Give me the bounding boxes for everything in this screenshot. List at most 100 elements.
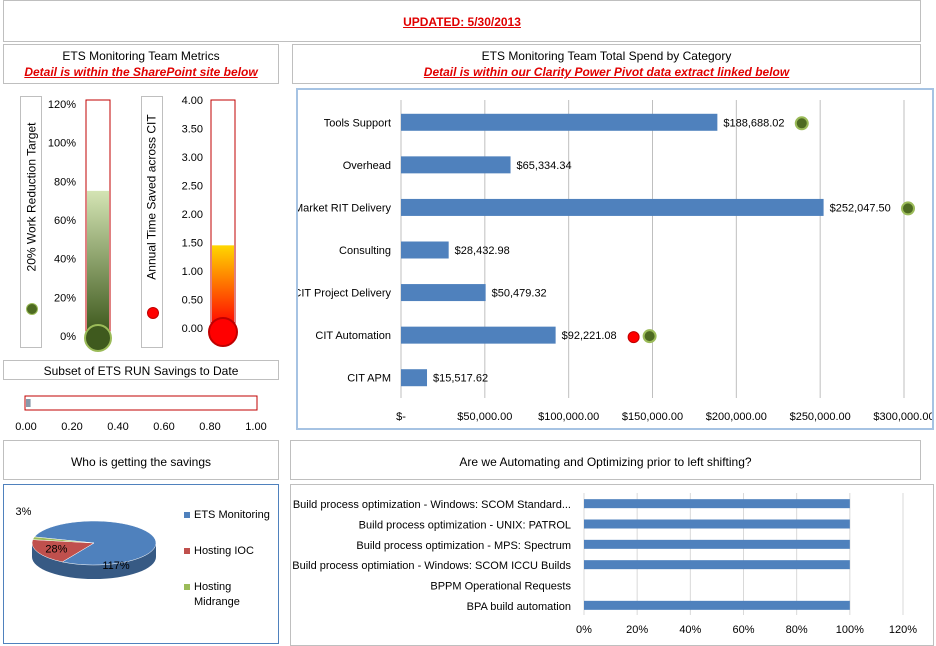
spend-x-ticks: $- $50,000.00 $100,000.00 $150,000.00 $200,0… bbox=[396, 411, 932, 423]
automation-x-tick-label: 120% bbox=[889, 624, 917, 636]
work-reduction-tick-label: 120% bbox=[48, 99, 76, 111]
spend-by-category-chart: $188,688.02 $65,334.34 $252,047.50 $28,432.… bbox=[298, 90, 932, 428]
spend-green-dot bbox=[902, 202, 914, 214]
run-savings-tick-label: 0.60 bbox=[153, 421, 174, 433]
automation-category-label: BPPM Operational Requests bbox=[430, 581, 571, 593]
automation-category-label: Build process optimization - UNIX: PATRO… bbox=[359, 520, 571, 532]
pie-slice-label: 3% bbox=[16, 506, 32, 518]
spend-panel-subtitle[interactable]: Detail is within our Clarity Power Pivot… bbox=[293, 65, 920, 79]
pie-legend-swatch bbox=[184, 584, 190, 590]
automation-bars bbox=[584, 499, 850, 610]
spend-value-label: $65,334.34 bbox=[517, 160, 572, 172]
spend-category-label: CIT APM bbox=[347, 373, 391, 385]
auto-panel-header: Are we Automating and Optimizing prior t… bbox=[290, 440, 921, 480]
spend-x-tick-label: $- bbox=[396, 411, 406, 423]
pie-legend-swatch bbox=[184, 548, 190, 554]
spend-category-label: CIT Automation bbox=[315, 330, 391, 342]
run-savings-tick-label: 0.00 bbox=[15, 421, 36, 433]
spend-green-dot bbox=[796, 117, 808, 129]
work-reduction-ticks: 120% 100% 80% 60% 40% 20% 0% bbox=[48, 99, 76, 343]
spend-panel-header: ETS Monitoring Team Total Spend by Categ… bbox=[292, 44, 921, 84]
time-saved-label: Annual Time Saved across CIT bbox=[145, 114, 159, 279]
time-saved-tick-label: 2.00 bbox=[182, 209, 203, 221]
run-savings-tick-label: 0.40 bbox=[107, 421, 128, 433]
spend-x-tick-label: $300,000.00 bbox=[873, 411, 932, 423]
pie-slice-label: 117% bbox=[102, 560, 130, 572]
automation-bar bbox=[584, 601, 850, 610]
work-reduction-label-box: 20% Work Reduction Target bbox=[20, 96, 42, 348]
spend-bar bbox=[401, 156, 511, 173]
time-saved-tick-label: 0.00 bbox=[182, 323, 203, 335]
time-saved-tick-label: 2.50 bbox=[182, 181, 203, 193]
who-panel-title: Who is getting the savings bbox=[4, 455, 278, 469]
spend-x-tick-label: $150,000.00 bbox=[622, 411, 683, 423]
spend-x-tick-label: $100,000.00 bbox=[538, 411, 599, 423]
run-savings-tick-label: 1.00 bbox=[245, 421, 266, 433]
time-saved-legend-dot bbox=[147, 307, 159, 319]
spend-value-label: $28,432.98 bbox=[455, 245, 510, 257]
automation-x-tick-label: 0% bbox=[576, 624, 592, 636]
spend-value-label: $252,047.50 bbox=[830, 202, 891, 214]
spend-x-tick-label: $50,000.00 bbox=[457, 411, 512, 423]
work-reduction-tick-label: 80% bbox=[54, 176, 76, 188]
spend-value-label: $92,221.08 bbox=[562, 330, 617, 342]
pie-legend: ETS MonitoringHosting IOCHostingMidrange bbox=[184, 509, 270, 608]
work-reduction-tick-label: 100% bbox=[48, 138, 76, 150]
spend-green-dot bbox=[644, 330, 656, 342]
spend-bar bbox=[401, 199, 824, 216]
spend-x-tick-label: $250,000.00 bbox=[790, 411, 851, 423]
time-saved-label-box: Annual Time Saved across CIT bbox=[141, 96, 163, 348]
automation-x-ticks: 0% 20% 40% 60% 80% 100% 120% bbox=[576, 624, 917, 636]
work-reduction-tick-label: 20% bbox=[54, 292, 76, 304]
spend-red-dot bbox=[628, 332, 639, 343]
pie-legend-swatch bbox=[184, 512, 190, 518]
time-saved-tick-label: 4.00 bbox=[182, 95, 203, 107]
spend-category-label: Tools Support bbox=[324, 117, 391, 129]
run-savings-ticks: 0.00 0.20 0.40 0.60 0.80 1.00 bbox=[15, 421, 266, 433]
work-reduction-label: 20% Work Reduction Target bbox=[24, 123, 38, 272]
spend-value-label: $50,479.32 bbox=[492, 288, 547, 300]
automation-bar bbox=[584, 520, 850, 529]
work-reduction-tick-label: 60% bbox=[54, 215, 76, 227]
spend-bar bbox=[401, 242, 449, 259]
spend-category-label: Consulting bbox=[339, 245, 391, 257]
pie-legend-label: Midrange bbox=[194, 596, 240, 608]
spend-category-label: Overhead bbox=[343, 160, 391, 172]
header-banner: UPDATED: 5/30/2013 bbox=[3, 0, 921, 42]
time-saved-thermometer: 4.00 3.50 3.00 2.50 2.00 1.50 1.00 0.50 0.00 bbox=[165, 92, 255, 354]
automation-chart: Build process optimization - Windows: SC… bbox=[291, 485, 933, 645]
automation-category-label: Build process optimization - MPS: Spectr… bbox=[356, 540, 571, 552]
run-savings-tick-label: 0.20 bbox=[61, 421, 82, 433]
work-reduction-thermometer: 120% 100% 80% 60% 40% 20% 0% bbox=[44, 92, 134, 354]
spend-value-label: $188,688.02 bbox=[723, 117, 784, 129]
automation-bar bbox=[584, 499, 850, 508]
spend-bar bbox=[401, 114, 717, 131]
spend-category-label: Market RIT Delivery bbox=[298, 202, 391, 214]
metrics-panel-title: ETS Monitoring Team Metrics bbox=[4, 49, 278, 63]
automation-bar bbox=[584, 560, 850, 569]
savings-panel-header: Subset of ETS RUN Savings to Date bbox=[3, 360, 279, 380]
spend-value-label: $15,517.62 bbox=[433, 373, 488, 385]
time-saved-tick-label: 3.00 bbox=[182, 152, 203, 164]
work-reduction-tick-label: 0% bbox=[60, 331, 76, 343]
auto-panel-title: Are we Automating and Optimizing prior t… bbox=[291, 455, 920, 469]
automation-category-label: Build process optimization - Windows: SC… bbox=[293, 499, 571, 511]
pie-slice-label: 28% bbox=[45, 544, 67, 556]
automation-category-labels: Build process optimization - Windows: SC… bbox=[292, 499, 571, 613]
metrics-panel-subtitle[interactable]: Detail is within the SharePoint site bel… bbox=[4, 65, 278, 79]
pie-legend-label: ETS Monitoring bbox=[194, 509, 270, 521]
metrics-panel-header: ETS Monitoring Team Metrics Detail is wi… bbox=[3, 44, 279, 84]
spend-category-labels: Tools Support Overhead Market RIT Delivery… bbox=[298, 117, 391, 384]
automation-category-label: BPA build automation bbox=[467, 601, 571, 613]
spend-bar bbox=[401, 327, 556, 344]
automation-x-tick-label: 60% bbox=[732, 624, 754, 636]
pie-slices: 117% 28% 3% bbox=[16, 506, 156, 579]
automation-x-tick-label: 100% bbox=[836, 624, 864, 636]
time-saved-tick-label: 0.50 bbox=[182, 295, 203, 307]
automation-x-tick-label: 80% bbox=[786, 624, 808, 636]
who-panel-header: Who is getting the savings bbox=[3, 440, 279, 480]
automation-bar bbox=[584, 540, 850, 549]
time-saved-tick-label: 1.50 bbox=[182, 238, 203, 250]
run-savings-chart: 0.00 0.20 0.40 0.60 0.80 1.00 bbox=[10, 390, 280, 436]
savings-panel-title: Subset of ETS RUN Savings to Date bbox=[4, 364, 278, 378]
